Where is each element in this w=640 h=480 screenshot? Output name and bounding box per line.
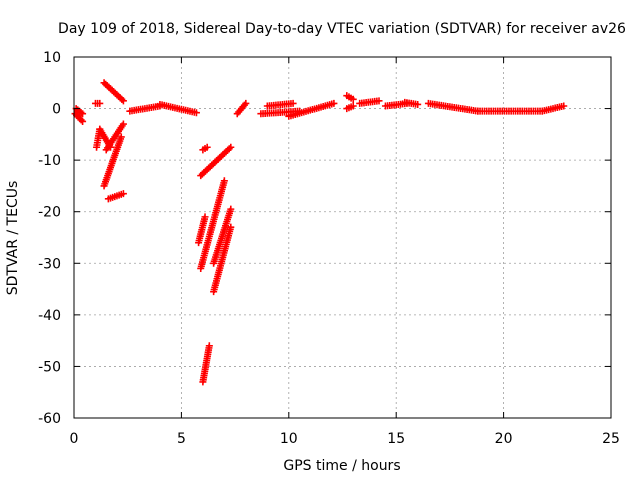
data-segment: [71, 110, 87, 125]
x-axis-label: GPS time / hours: [283, 458, 400, 474]
data-segment: [100, 79, 127, 105]
chart-title: Day 109 of 2018, Sidereal Day-to-day VTE…: [58, 21, 626, 37]
y-tick-label: -30: [38, 256, 61, 272]
x-tick-label: 0: [70, 431, 79, 447]
data-point-markers: [210, 205, 235, 267]
data-segment: [538, 102, 568, 115]
y-tick-label: -20: [38, 205, 61, 221]
data-point-markers: [263, 99, 297, 110]
data-point-markers: [199, 342, 213, 386]
data-point-markers: [424, 99, 482, 115]
data-point-markers: [197, 143, 235, 180]
data-segment: [343, 102, 357, 113]
data-point-markers: [195, 213, 209, 247]
x-tick-label: 5: [177, 431, 186, 447]
y-tick-label: -60: [38, 411, 61, 427]
y-tick-label: 0: [52, 102, 61, 118]
x-tick-label: 25: [602, 431, 620, 447]
data-point-markers: [210, 223, 235, 296]
data-segment: [343, 92, 357, 103]
data-point-markers: [538, 102, 568, 115]
data-segment: [156, 100, 200, 117]
data-segment: [233, 99, 250, 118]
x-tick-label: 15: [387, 431, 405, 447]
data-point-markers: [401, 98, 422, 108]
data-point-markers: [104, 190, 127, 203]
data-segment: [199, 342, 213, 386]
data-point-markers: [474, 107, 546, 115]
data-segment: [100, 133, 125, 190]
x-tick-label: 10: [280, 431, 298, 447]
data-point-markers: [343, 92, 357, 103]
data-point-markers: [126, 102, 164, 115]
plot-frame: [73, 56, 612, 419]
data-segment: [210, 205, 235, 267]
data-point-markers: [100, 133, 125, 190]
y-axis-label: SDTVAR / TECUs: [5, 181, 21, 296]
y-tick-label: -40: [38, 308, 61, 324]
data-segment: [102, 120, 127, 154]
data-segment: [474, 107, 546, 115]
data-point-markers: [233, 99, 250, 118]
data-point-markers: [91, 99, 104, 107]
axis-ticks: 0 5 10 15 20 25 -60 -50 -40 -30 -20 -10 0 10: [38, 50, 620, 447]
data-segment: [197, 143, 235, 180]
data-point-markers: [343, 102, 357, 113]
data-segment: [210, 223, 235, 296]
data-point-markers: [100, 79, 127, 105]
data-marks: [71, 79, 568, 386]
data-point-markers: [102, 120, 127, 154]
data-segment: [195, 213, 209, 247]
data-segment: [199, 143, 211, 154]
data-segment: [104, 190, 127, 203]
data-segment: [126, 102, 164, 115]
data-point-markers: [356, 97, 383, 107]
data-segment: [91, 99, 104, 107]
y-tick-label: 10: [43, 50, 61, 66]
data-segment: [424, 99, 482, 115]
data-segment: [197, 177, 228, 272]
data-point-markers: [197, 177, 228, 272]
data-point-markers: [156, 100, 200, 117]
data-segment: [263, 99, 297, 110]
data-point-markers: [71, 110, 87, 125]
y-tick-label: -50: [38, 359, 61, 375]
data-point-markers: [199, 143, 211, 154]
data-point-markers: [285, 99, 338, 120]
data-segment: [356, 97, 383, 107]
x-tick-label: 20: [495, 431, 513, 447]
y-tick-label: -10: [38, 153, 61, 169]
data-segment: [401, 98, 422, 108]
data-segment: [285, 99, 338, 120]
